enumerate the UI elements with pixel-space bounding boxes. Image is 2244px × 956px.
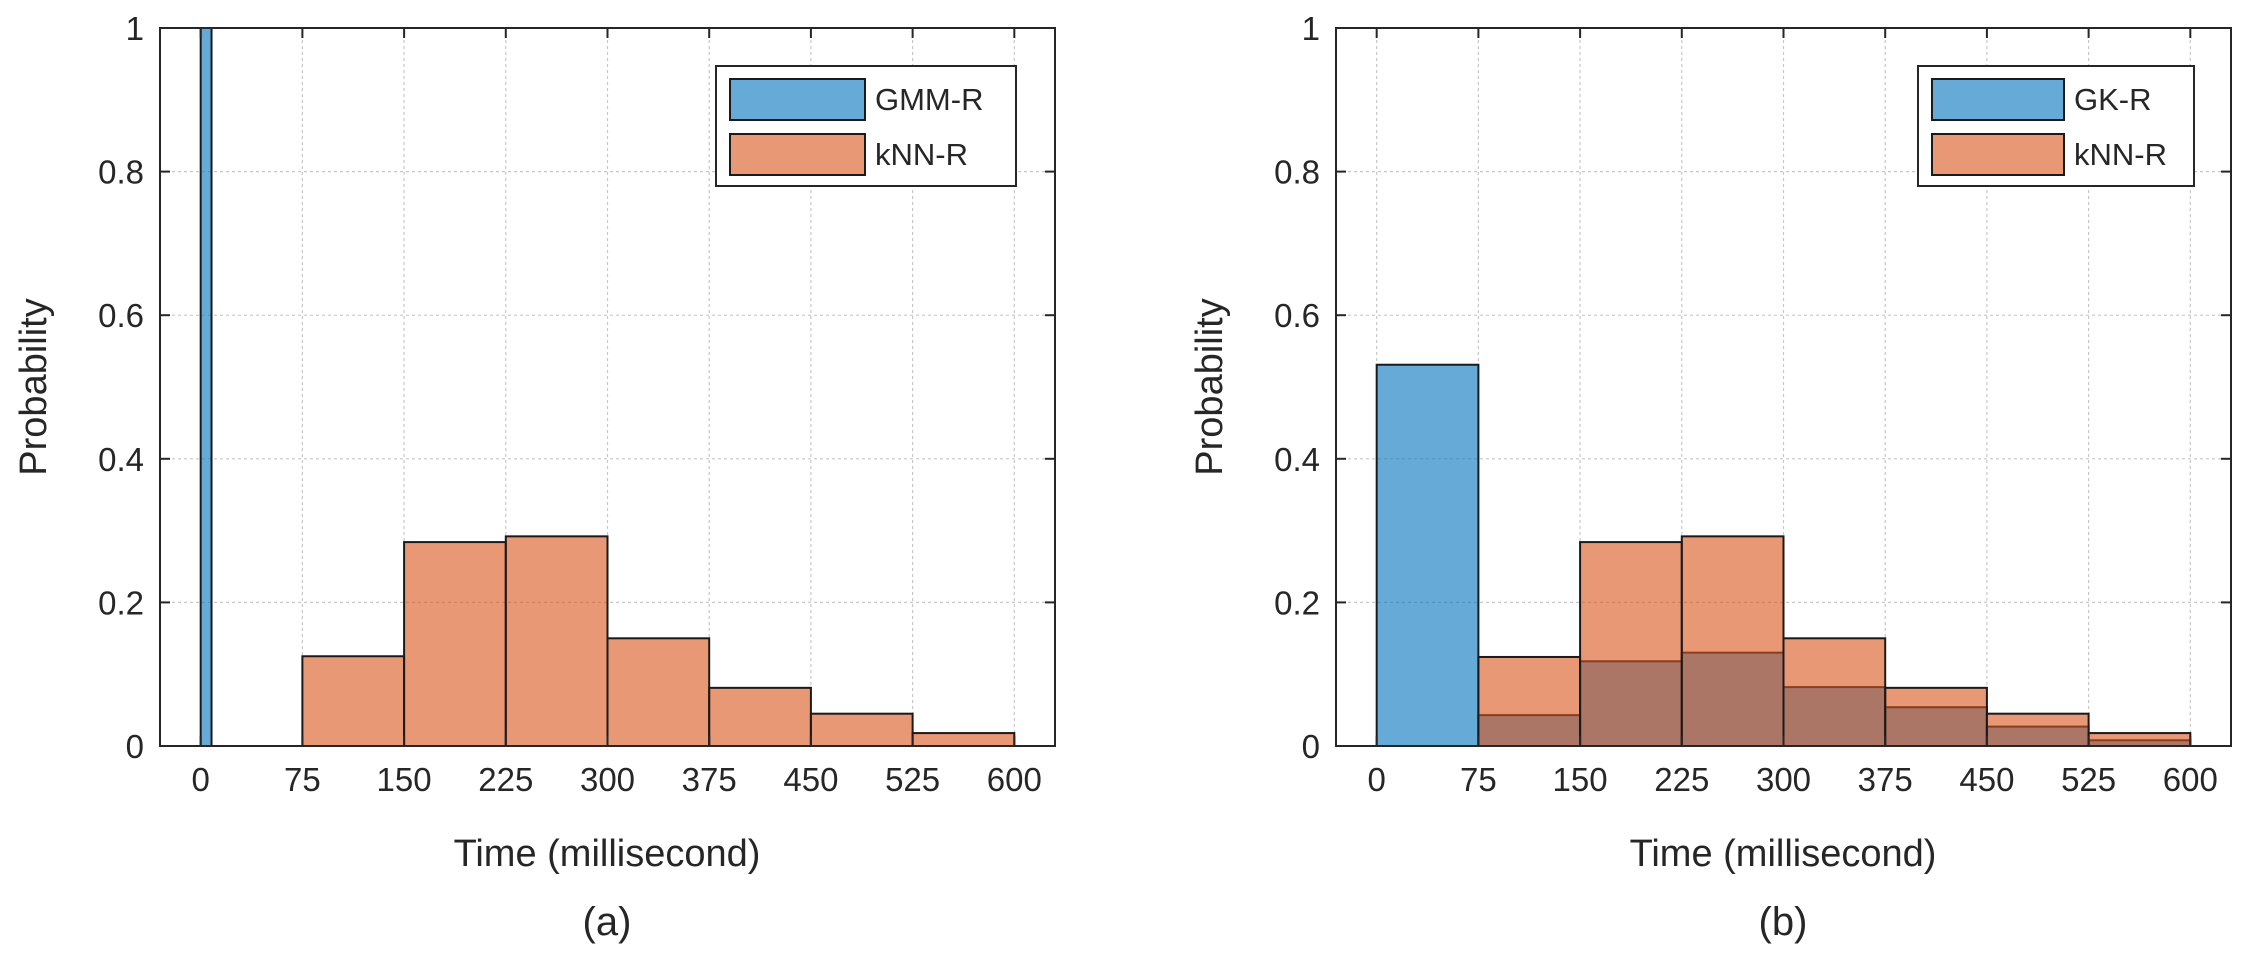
y-tick-label: 0 [126,728,144,765]
bar-kNN-R [809,712,914,748]
legend-label: kNN-R [875,137,968,172]
x-tick-label: 75 [284,761,321,798]
x-tick-label: 450 [783,761,838,798]
legend-label: GK-R [2074,82,2152,117]
bar-kNN-R [1985,712,2090,748]
panel-a-ticks [160,27,1055,747]
bar-GK-R [1375,363,1480,747]
panel-a-y-tick-labels: 0 0.2 0.4 0.6 0.8 1 [98,10,144,765]
panel-b-caption: (b) [1759,900,1808,944]
legend-swatch [1931,78,2065,121]
panel-b-x-tick-labels: 0 75 150 225 300 375 450 525 600 [1368,761,2218,798]
y-tick-label: 0.6 [1274,297,1320,334]
bar-kNN-R [1782,637,1887,747]
panel-b-ticks [1336,27,2231,747]
legend-swatch [1931,133,2065,176]
y-tick-label: 1 [1302,10,1320,47]
y-tick-label: 0.2 [1274,584,1320,621]
y-tick-label: 0.4 [1274,441,1320,478]
legend-swatch [729,133,866,176]
legend-label: GMM-R [875,82,983,117]
x-tick-label: 0 [192,761,210,798]
bar-GMM-R [199,27,213,747]
panel-a-x-tick-labels: 0 75 150 225 300 375 450 525 600 [192,761,1042,798]
panel-a: 0 75 150 225 300 375 450 525 600 0 0.2 0… [13,10,1056,944]
legend-swatch [729,78,866,121]
x-tick-label: 300 [580,761,635,798]
x-tick-label: 600 [2163,761,2218,798]
x-tick-label: 300 [1756,761,1811,798]
x-tick-label: 525 [2061,761,2116,798]
y-tick-label: 0.2 [98,584,144,621]
bar-kNN-R [1680,535,1785,747]
panel-b: 0 75 150 225 300 375 450 525 600 0 0.2 0… [1189,10,2232,944]
x-tick-label: 525 [885,761,940,798]
bar-kNN-R [2087,732,2192,747]
panel-b-bars [1375,363,2192,748]
y-tick-label: 0.6 [98,297,144,334]
panel-b-x-axis-label: Time (millisecond) [1630,833,1937,875]
x-tick-label: 150 [1553,761,1608,798]
x-tick-label: 0 [1368,761,1386,798]
panel-a-x-axis-label: Time (millisecond) [454,833,761,875]
panel-a-bars [199,27,1016,748]
x-tick-label: 225 [478,761,533,798]
bar-kNN-R [1579,541,1683,748]
bar-kNN-R [301,655,406,747]
y-tick-label: 0.8 [1274,154,1320,191]
bar-kNN-R [1477,655,1582,748]
bar-kNN-R [911,732,1016,747]
bar-kNN-R [708,686,812,747]
x-tick-label: 375 [1858,761,1913,798]
panel-b-y-axis-label: Probability [1189,298,1231,475]
x-tick-label: 75 [1460,761,1497,798]
y-tick-label: 0.8 [98,154,144,191]
y-tick-label: 0 [1302,728,1320,765]
x-tick-label: 150 [377,761,432,798]
panel-b-y-tick-labels: 0 0.2 0.4 0.6 0.8 1 [1274,10,1320,765]
bar-kNN-R [504,535,609,747]
y-tick-label: 0.4 [98,441,144,478]
panel-b-legend: GK-R kNN-R [1917,65,2195,187]
bar-kNN-R [1884,686,1988,747]
x-tick-label: 450 [1959,761,2014,798]
legend-label: kNN-R [2074,137,2167,172]
bar-kNN-R [403,541,507,748]
x-tick-label: 375 [682,761,737,798]
x-tick-label: 225 [1654,761,1709,798]
panel-a-caption: (a) [583,900,632,944]
x-tick-label: 600 [987,761,1042,798]
y-tick-label: 1 [126,10,144,47]
panel-a-legend: GMM-R kNN-R [715,65,1017,187]
panel-a-y-axis-label: Probability [13,298,55,475]
bar-kNN-R [606,637,711,747]
